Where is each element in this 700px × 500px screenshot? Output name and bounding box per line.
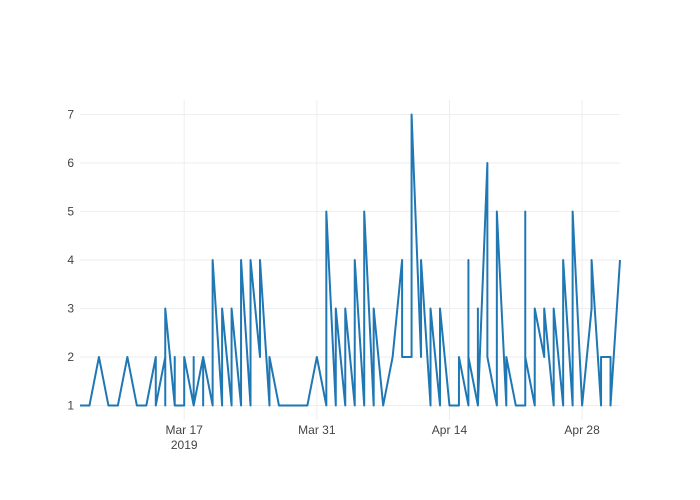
y-tick-label: 3 [67,301,74,315]
y-tick-label: 1 [67,398,74,412]
series-layer [79,113,621,407]
y-tick-label: 4 [67,253,74,267]
y-tick-label: 5 [67,205,74,219]
x-tick-sublabel: 2019 [171,438,198,452]
y-tick-label: 6 [67,156,74,170]
gridlines [80,100,620,420]
x-tick-label: Mar 31 [298,423,336,437]
y-tick-label: 7 [67,108,74,122]
x-tick-label: Mar 17 [166,423,204,437]
x-tick-label: Apr 14 [432,423,468,437]
y-axis-ticks: 1 2 3 4 5 6 7 [67,108,74,413]
x-tick-label: Apr 28 [564,423,600,437]
y-tick-label: 2 [67,350,74,364]
